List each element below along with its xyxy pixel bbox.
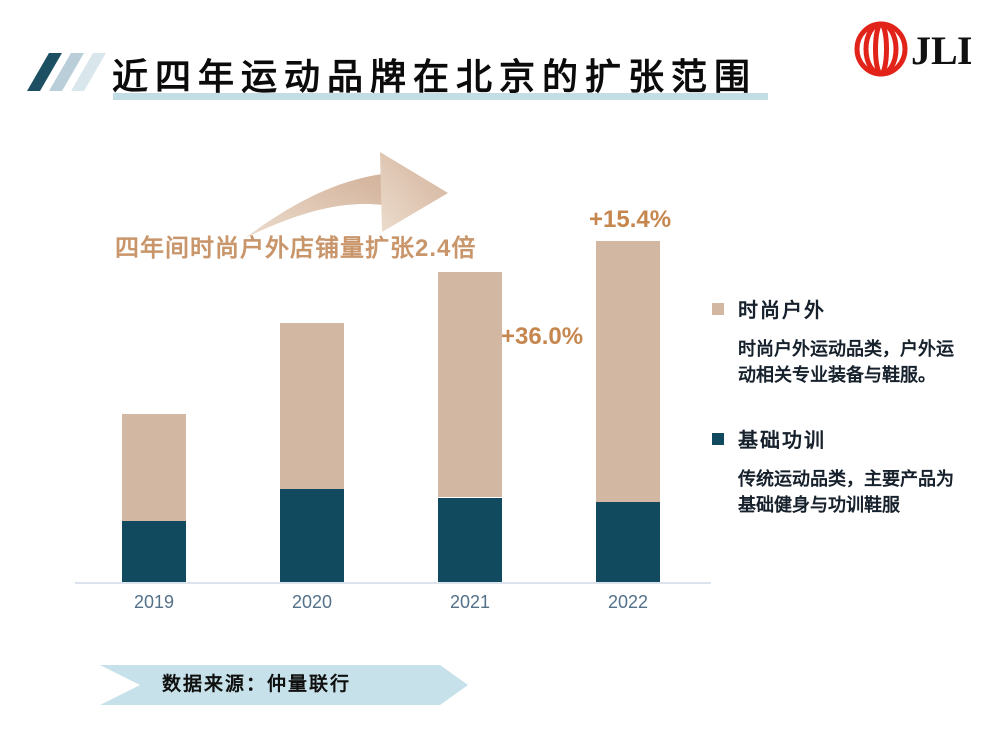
bar-segment-2019-基础功训 xyxy=(122,521,186,582)
x-axis-line xyxy=(75,582,711,584)
bar-segment-2022-时尚户外 xyxy=(596,240,660,502)
annotation-overall-growth: 四年间时尚户外店铺量扩张2.4倍 xyxy=(115,235,477,262)
basic-training-description: 传统运动品类，主要产品为基础健身与功训鞋服 xyxy=(738,469,954,515)
x-axis-label-2019: 2019 xyxy=(133,592,175,612)
bar-segment-2020-基础功训 xyxy=(280,488,344,582)
title-slashes-decoration xyxy=(27,53,106,91)
x-axis-label-2020: 2020 xyxy=(291,592,333,612)
basic-training-label: 基础功训 xyxy=(738,430,826,452)
fashion-outdoor-label: 时尚户外 xyxy=(738,300,826,322)
bar-chart: 四年间时尚户外店铺量扩张2.4倍 +36.0% +15.4% 2019 2020 2… xyxy=(75,140,725,630)
basic-training-swatch-icon xyxy=(712,432,724,445)
data-source-text: 数据来源：仲量联行 xyxy=(162,674,352,695)
legend: 时尚户外 时尚户外运动品类，户外运动相关专业装备与鞋服。 基础功训 传统运动品类… xyxy=(712,294,962,518)
legend-entry-fashion-outdoor: 时尚户外 时尚户外运动品类，户外运动相关专业装备与鞋服。 xyxy=(712,294,962,388)
annotation-pct-2021: +36.0% xyxy=(501,323,584,350)
jll-logo: JLL xyxy=(853,20,984,83)
fashion-outdoor-description: 时尚户外运动品类，户外运动相关专业装备与鞋服。 xyxy=(738,339,954,385)
jll-globe-icon: JLL xyxy=(854,21,984,77)
bar-segment-2022-基础功训 xyxy=(596,501,660,583)
bar-segment-2020-时尚户外 xyxy=(280,323,344,489)
bar-segment-2021-时尚户外 xyxy=(438,271,502,498)
x-axis-label-2021: 2021 xyxy=(449,592,491,612)
legend-entry-basic-training: 基础功训 传统运动品类，主要产品为基础健身与功训鞋服 xyxy=(712,424,962,518)
title-underline xyxy=(113,93,768,100)
fashion-outdoor-swatch-icon xyxy=(712,302,724,315)
bar-segment-2019-时尚户外 xyxy=(122,414,186,521)
bar-segment-2021-基础功训 xyxy=(438,497,502,582)
source-ribbon xyxy=(100,665,468,705)
jll-logo-text: JLL xyxy=(911,28,971,73)
annotation-pct-2022: +15.4% xyxy=(589,206,672,233)
growth-arrow-icon xyxy=(245,152,448,238)
x-axis-label-2022: 2022 xyxy=(607,592,649,612)
page-title: 近四年运动品牌在北京的扩张范围 xyxy=(112,56,758,97)
